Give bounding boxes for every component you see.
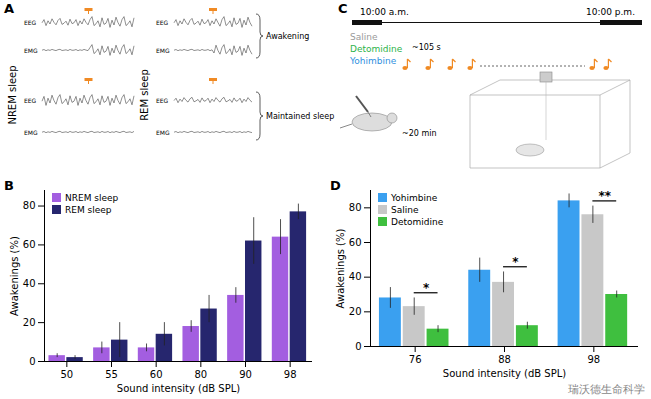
svg-text:EMG: EMG — [24, 47, 38, 54]
svg-text:0: 0 — [355, 341, 361, 352]
svg-text:Saline: Saline — [350, 32, 378, 42]
svg-text:0: 0 — [29, 356, 35, 367]
svg-text:EEG: EEG — [24, 97, 37, 104]
html-text:Saline: Saline — [391, 205, 419, 215]
svg-text:EEG: EEG — [24, 19, 37, 26]
svg-text:55: 55 — [105, 369, 118, 380]
svg-text:80: 80 — [23, 200, 36, 211]
svg-text:20: 20 — [23, 317, 36, 328]
svg-text:10:00 a.m.: 10:00 a.m. — [360, 7, 409, 17]
svg-text:60: 60 — [349, 237, 362, 248]
html-text:Yohimbine: Yohimbine — [391, 193, 438, 203]
svg-text:98: 98 — [587, 354, 600, 365]
svg-text:REM sleep: REM sleep — [139, 69, 150, 121]
svg-text:60: 60 — [23, 239, 36, 250]
svg-text:80: 80 — [349, 202, 362, 213]
svg-text:EEG: EEG — [156, 97, 169, 104]
svg-text:NREM sleep: NREM sleep — [7, 65, 18, 124]
svg-text:90: 90 — [239, 369, 252, 380]
svg-text:Sound intensity (dB SPL): Sound intensity (dB SPL) — [117, 383, 240, 394]
html-text:Detomidine: Detomidine — [391, 217, 444, 227]
svg-text:20: 20 — [349, 306, 362, 317]
svg-text:Sound intensity (dB SPL): Sound intensity (dB SPL) — [443, 368, 566, 379]
svg-text:*: * — [512, 255, 519, 269]
svg-text:Awakenings (%): Awakenings (%) — [9, 236, 20, 316]
svg-text:Awakenings (%): Awakenings (%) — [335, 228, 346, 308]
svg-text:Maintained sleep: Maintained sleep — [266, 112, 334, 121]
svg-text:EEG: EEG — [156, 19, 169, 26]
html-text:B: B — [4, 178, 14, 193]
html-text:瑞沃德生命科学: 瑞沃德生命科学 — [568, 383, 645, 396]
svg-text:76: 76 — [409, 354, 422, 365]
html-text:NREM sleep: NREM sleep — [65, 193, 119, 203]
svg-text:*: * — [423, 281, 430, 295]
svg-text:Yohimbine: Yohimbine — [349, 56, 397, 66]
svg-text:C: C — [338, 1, 348, 16]
svg-text:A: A — [4, 1, 14, 16]
svg-text:60: 60 — [150, 369, 163, 380]
svg-text:EMG: EMG — [24, 129, 38, 136]
svg-text:40: 40 — [349, 271, 362, 282]
html-text:D: D — [330, 178, 341, 193]
svg-text:80: 80 — [194, 369, 207, 380]
svg-text:Detomidine: Detomidine — [350, 44, 403, 54]
svg-text:10:00 p.m.: 10:00 p.m. — [586, 7, 635, 17]
svg-text:**: ** — [599, 189, 612, 203]
svg-text:88: 88 — [498, 354, 511, 365]
svg-text:Awakening: Awakening — [266, 32, 309, 41]
svg-text:50: 50 — [60, 369, 73, 380]
svg-text:EMG: EMG — [156, 129, 170, 136]
svg-text:~105 s: ~105 s — [412, 43, 441, 52]
svg-text:98: 98 — [284, 369, 297, 380]
html-text:REM sleep: REM sleep — [65, 205, 112, 215]
svg-text:~20 min: ~20 min — [402, 129, 437, 138]
svg-text:40: 40 — [23, 278, 36, 289]
svg-text:EMG: EMG — [156, 47, 170, 54]
